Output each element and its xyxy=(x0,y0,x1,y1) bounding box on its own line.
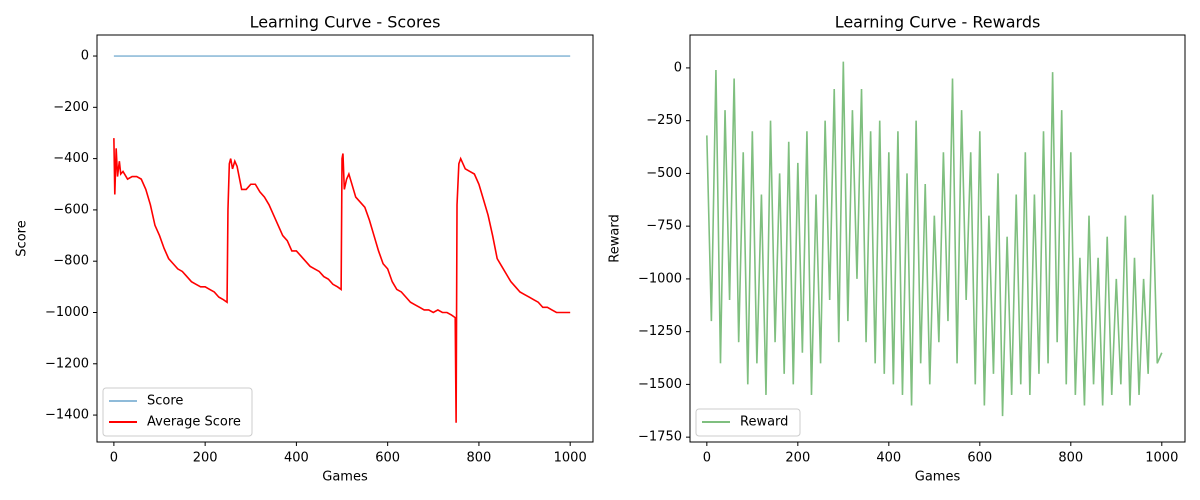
x-tick-label: 1000 xyxy=(1145,451,1178,466)
y-tick-label: −1400 xyxy=(45,408,89,423)
x-tick-label: 600 xyxy=(375,451,400,466)
x-tick-label: 800 xyxy=(467,451,492,466)
axes-frame xyxy=(96,34,594,443)
x-tick-label: 1000 xyxy=(554,451,587,466)
legend-label: Average Score xyxy=(147,415,241,430)
x-tick-label: 800 xyxy=(1058,451,1083,466)
y-tick-label: 0 xyxy=(674,60,682,75)
legend-label: Score xyxy=(147,394,183,409)
y-tick-label: −400 xyxy=(53,151,89,166)
x-tick-label: 600 xyxy=(967,451,992,466)
x-tick-label: 0 xyxy=(110,451,118,466)
x-axis-label: Games xyxy=(915,470,961,485)
x-axis-label: Games xyxy=(322,470,368,485)
y-tick-label: −250 xyxy=(646,113,682,128)
x-tick-label: 200 xyxy=(785,451,810,466)
data-line xyxy=(706,61,1163,417)
y-tick-label: −1250 xyxy=(638,324,682,339)
x-tick-label: 0 xyxy=(703,451,711,466)
y-tick-label: −1750 xyxy=(638,430,682,445)
y-tick-label: −1000 xyxy=(45,305,89,320)
chart-title: Learning Curve - Rewards xyxy=(835,13,1041,32)
x-tick-label: 400 xyxy=(284,451,309,466)
y-tick-label: −800 xyxy=(53,254,89,269)
y-tick-label: −500 xyxy=(646,166,682,181)
legend-box xyxy=(695,408,801,437)
y-tick-label: −1200 xyxy=(45,356,89,371)
axes-frame xyxy=(689,34,1186,443)
plot-area xyxy=(113,55,571,423)
chart-title: Learning Curve - Scores xyxy=(250,13,441,32)
subplot: 0 200 400 600 800 1000 0 −250 −500 −750 −1000 −1250… xyxy=(608,13,1186,485)
data-line xyxy=(113,138,571,423)
legend-box xyxy=(102,387,253,437)
legend-label: Reward xyxy=(740,415,788,430)
y-tick-label: −1500 xyxy=(638,377,682,392)
y-tick-label: −200 xyxy=(53,100,89,115)
x-tick-label: 400 xyxy=(876,451,901,466)
y-axis-label: Reward xyxy=(608,214,623,262)
x-tick-label: 200 xyxy=(193,451,218,466)
y-tick-label: −600 xyxy=(53,202,89,217)
y-tick-label: 0 xyxy=(81,49,89,64)
y-axis-label: Score xyxy=(15,220,30,256)
subplot: 0 200 400 600 800 1000 0 −200 −400 −600 −800 −1000 −… xyxy=(15,13,594,485)
plot-area xyxy=(706,61,1163,417)
y-tick-label: −750 xyxy=(646,219,682,234)
y-tick-label: −1000 xyxy=(638,271,682,286)
